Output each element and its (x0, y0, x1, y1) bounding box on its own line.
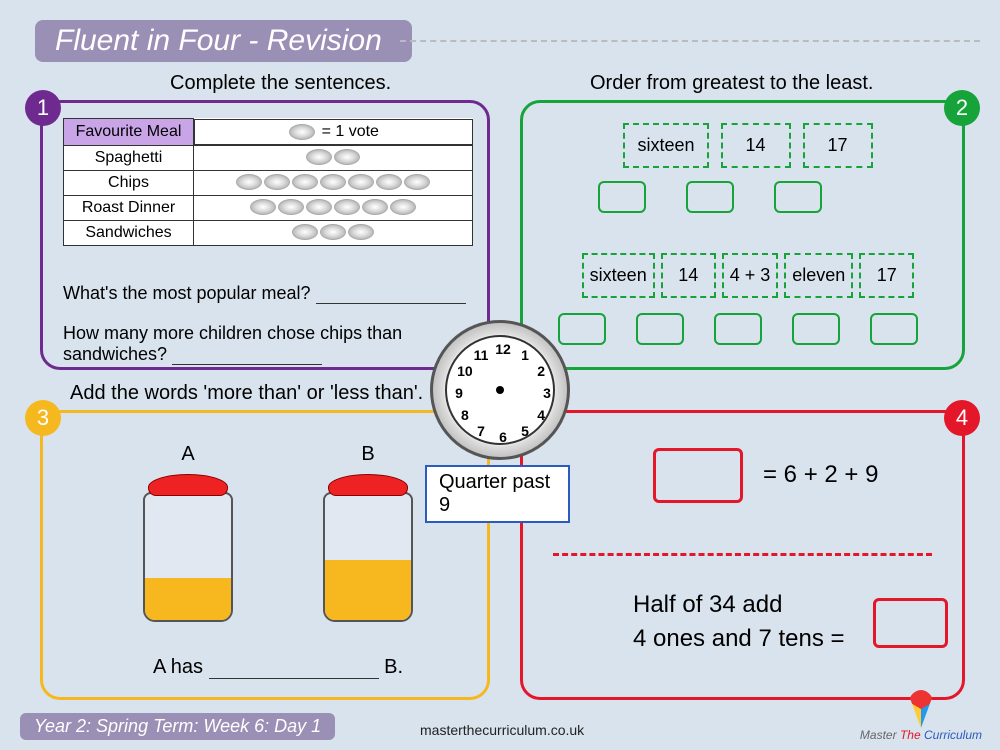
table-row-name: Spaghetti (64, 145, 194, 170)
question-more-chips: How many more children chose chips than … (63, 323, 443, 365)
answer-box[interactable] (714, 313, 762, 345)
number-card: sixteen (623, 123, 708, 168)
answer-box[interactable] (792, 313, 840, 345)
heading-panel-1: Complete the sentences. (170, 72, 391, 95)
jar-a: A (143, 443, 233, 624)
answer-box[interactable] (686, 181, 734, 213)
question-jar-comparison: A has B. (153, 656, 403, 679)
clock-face: 123456789101112 (445, 335, 555, 445)
answer-row-2 (558, 313, 918, 345)
table-row-plates (194, 170, 473, 195)
badge-1: 1 (25, 90, 61, 126)
heading-panel-3: Add the words 'more than' or 'less than'… (70, 382, 423, 405)
jar-b: B (323, 443, 413, 624)
page-title: Fluent in Four - Revision (35, 20, 412, 62)
answer-box[interactable] (636, 313, 684, 345)
order-row-2: sixteen144 + 3eleven17 (548, 253, 948, 298)
footer-url: masterthecurriculum.co.uk (420, 722, 584, 738)
answer-box[interactable] (774, 181, 822, 213)
panel-complete-sentences: Favourite Meal = 1 vote SpaghettiChipsRo… (40, 100, 490, 370)
jar-b-label: B (323, 443, 413, 466)
heading-panel-2: Order from greatest to the least. (590, 72, 873, 95)
number-card: eleven (784, 253, 853, 298)
question-popular-meal: What's the most popular meal? (63, 283, 466, 304)
equation-1: = 6 + 2 + 9 (763, 461, 878, 489)
table-row-name: Sandwiches (64, 220, 194, 245)
plate-icon (289, 124, 315, 140)
panel-more-less-than: A B A has B. (40, 410, 490, 700)
jars-container: A B (143, 443, 413, 624)
title-dash (400, 40, 980, 42)
number-card: 17 (803, 123, 873, 168)
answer-blank[interactable] (316, 290, 466, 304)
logo-icon (907, 690, 935, 728)
number-card: sixteen (582, 253, 655, 298)
panel-equations: = 6 + 2 + 9 Half of 34 add4 ones and 7 t… (520, 410, 965, 700)
answer-box-eq2[interactable] (873, 598, 948, 648)
number-card: 14 (721, 123, 791, 168)
equation-2: Half of 34 add4 ones and 7 tens = (633, 588, 845, 655)
table-header-meal: Favourite Meal (64, 119, 194, 146)
answer-box-eq1[interactable] (653, 448, 743, 503)
table-row-plates (194, 195, 473, 220)
number-card: 17 (859, 253, 914, 298)
number-card: 4 + 3 (722, 253, 779, 298)
order-row-1: sixteen 14 17 (573, 123, 923, 168)
panel-order-greatest-least: sixteen1417 sixteen144 + 3eleven17 (520, 100, 965, 370)
panel-4-divider (553, 553, 932, 556)
table-row-name: Roast Dinner (64, 195, 194, 220)
jar-a-label: A (143, 443, 233, 466)
answer-row-1 (598, 181, 822, 213)
table-row-plates (194, 220, 473, 245)
number-card: 14 (661, 253, 716, 298)
table-legend: = 1 vote (194, 119, 473, 145)
answer-box[interactable] (598, 181, 646, 213)
badge-3: 3 (25, 400, 61, 436)
answer-box[interactable] (870, 313, 918, 345)
clock: 123456789101112 Quarter past 9 (430, 320, 570, 460)
table-row-plates (194, 145, 473, 170)
clock-time-label: Quarter past 9 (425, 465, 570, 523)
footer-left: Year 2: Spring Term: Week 6: Day 1 (20, 713, 335, 740)
table-row-name: Chips (64, 170, 194, 195)
badge-4: 4 (944, 400, 980, 436)
clock-center-dot (496, 386, 504, 394)
answer-blank[interactable] (209, 665, 379, 679)
badge-2: 2 (944, 90, 980, 126)
meal-table: Favourite Meal = 1 vote SpaghettiChipsRo… (63, 118, 473, 246)
footer-logo: Master The Curriculum (860, 690, 982, 742)
answer-blank[interactable] (172, 351, 322, 365)
